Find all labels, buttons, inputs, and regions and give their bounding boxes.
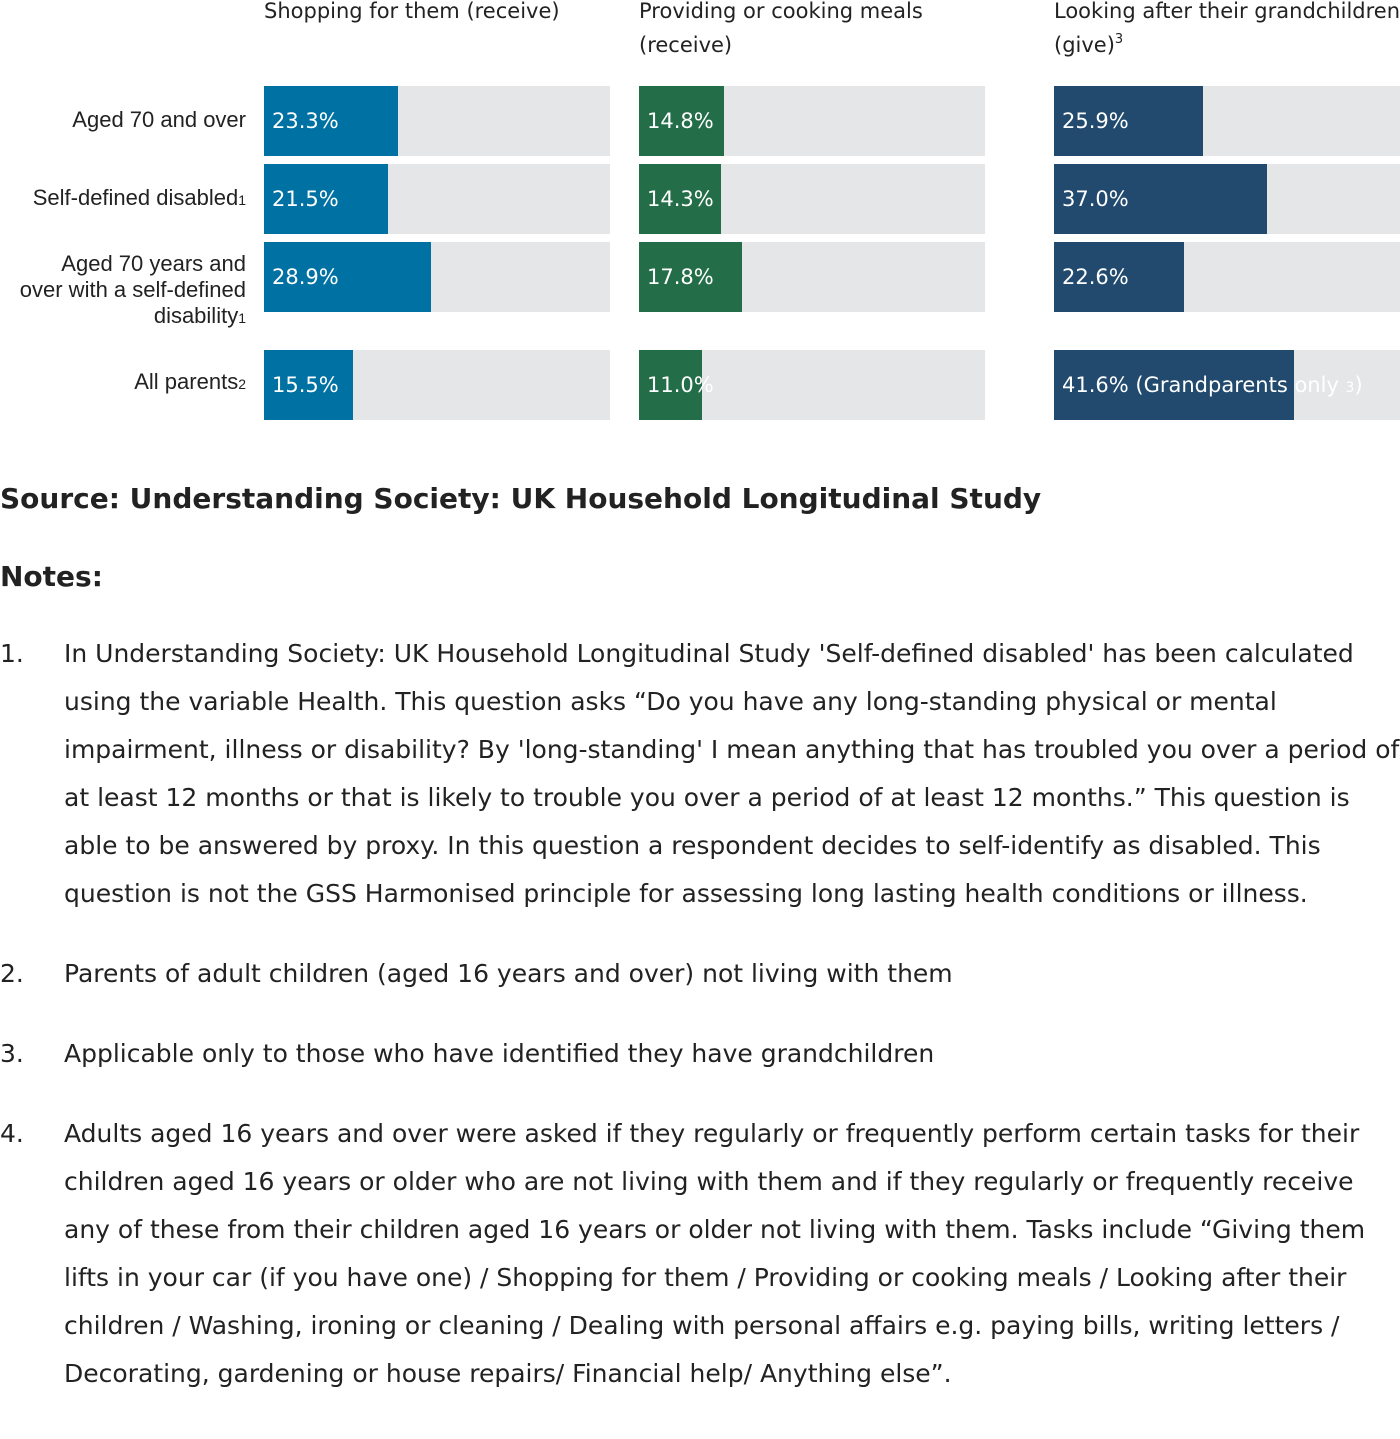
bar-track: 23.3% xyxy=(264,86,610,156)
data-label: 14.8% xyxy=(647,86,714,156)
data-label: 41.6% (Grandparents only 3) xyxy=(1062,350,1363,423)
data-label: 25.9% xyxy=(1062,86,1129,156)
bar xyxy=(1054,242,1185,312)
panel-title-text: Shopping for them (receive) xyxy=(264,0,560,23)
note-number: 1. xyxy=(0,639,24,668)
data-label: 23.3% xyxy=(272,86,339,156)
note-item: 2. Parents of adult children (aged 16 yea… xyxy=(0,950,1400,998)
panel-title: Looking after their grandchildren (give)… xyxy=(1054,0,1400,62)
data-label-text: 22.6% xyxy=(1062,265,1129,289)
data-label: 22.6% xyxy=(1062,242,1129,312)
footnote-marker: 3 xyxy=(1114,32,1124,47)
bar-track: 14.3% xyxy=(639,164,985,234)
data-label: 28.9% xyxy=(272,242,339,312)
panel-title-text: Looking after their grandchildren (give) xyxy=(1054,0,1400,57)
bar xyxy=(639,164,722,234)
panel-title: Shopping for them (receive) xyxy=(264,0,624,28)
data-label-text: 11.0% xyxy=(647,373,714,397)
data-label: 17.8% xyxy=(647,242,714,312)
row-label: Self-defined disabled1 xyxy=(32,185,246,210)
bar-track: 21.5% xyxy=(264,164,610,234)
footnote-marker: 2 xyxy=(238,376,246,392)
bar xyxy=(639,242,742,312)
data-label-text: 15.5% xyxy=(272,373,339,397)
bar xyxy=(264,242,431,312)
footnote-marker: 3 xyxy=(1345,380,1355,396)
note-text: In Understanding Society: UK Household L… xyxy=(64,639,1400,908)
bar xyxy=(1054,350,1294,420)
data-label: 15.5% xyxy=(272,350,339,420)
note-text: Adults aged 16 years and over were asked… xyxy=(64,1119,1366,1388)
bar xyxy=(264,350,354,420)
data-label-text: 37.0% xyxy=(1062,187,1129,211)
bar-track: 15.5% xyxy=(264,350,610,420)
data-label: 11.0% xyxy=(647,350,714,420)
bar xyxy=(264,164,388,234)
note-item: 1. In Understanding Society: UK Household… xyxy=(0,630,1400,918)
data-label-text: 23.3% xyxy=(272,109,339,133)
source-note: Source: Understanding Society: UK Househ… xyxy=(0,482,1042,515)
data-label: 37.0% xyxy=(1062,164,1129,234)
bar-track: 37.0% xyxy=(1054,164,1400,234)
footnote-marker: 1 xyxy=(238,310,246,326)
bar-track: 17.8% xyxy=(639,242,985,312)
data-label-text: 25.9% xyxy=(1062,109,1129,133)
data-label: 21.5% xyxy=(272,164,339,234)
bar xyxy=(264,86,399,156)
row-label: over with a self-defined xyxy=(19,277,246,302)
notes-heading: Notes: xyxy=(0,560,103,593)
data-label-text: 14.3% xyxy=(647,187,714,211)
data-label-text: 41.6% (Grandparents only xyxy=(1062,373,1346,397)
data-label-text: 17.8% xyxy=(647,265,714,289)
bar xyxy=(639,350,703,420)
notes-list: 1. In Understanding Society: UK Household… xyxy=(0,630,1400,1430)
data-label: 14.3% xyxy=(647,164,714,234)
bar xyxy=(639,86,725,156)
data-label-text: 28.9% xyxy=(272,265,339,289)
row-label: disability1 xyxy=(153,303,246,328)
note-number: 3. xyxy=(0,1039,24,1068)
data-label-tail: ) xyxy=(1354,373,1363,397)
note-text: Applicable only to those who have identi… xyxy=(64,1039,935,1068)
panel-title: Providing or cooking meals (receive) xyxy=(639,0,999,62)
note-number: 2. xyxy=(0,959,24,988)
note-item: 3. Applicable only to those who have iden… xyxy=(0,1030,1400,1078)
footnote-marker: 1 xyxy=(238,192,246,208)
bar-track: 25.9% xyxy=(1054,86,1400,156)
bar xyxy=(1054,164,1268,234)
data-label-text: 14.8% xyxy=(647,109,714,133)
data-label-text: 21.5% xyxy=(272,187,339,211)
note-number: 4. xyxy=(0,1119,24,1148)
bar-track: 41.6% (Grandparents only 3) xyxy=(1054,350,1400,420)
panel-title-text: Providing or cooking meals (receive) xyxy=(639,0,923,57)
row-label: Aged 70 years and xyxy=(61,251,246,276)
bar-track: 28.9% xyxy=(264,242,610,312)
bar xyxy=(1054,86,1204,156)
row-label: All parents2 xyxy=(134,369,246,394)
row-label: Aged 70 and over xyxy=(72,107,246,132)
chart: Aged 70 and over Self-defined disabled1 Ag… xyxy=(0,0,1400,430)
bar-track: 22.6% xyxy=(1054,242,1400,312)
bar-track: 14.8% xyxy=(639,86,985,156)
note-item: 4. Adults aged 16 years and over were ask… xyxy=(0,1110,1400,1398)
bar-track: 11.0% xyxy=(639,350,985,420)
note-text: Parents of adult children (aged 16 years… xyxy=(64,959,953,988)
